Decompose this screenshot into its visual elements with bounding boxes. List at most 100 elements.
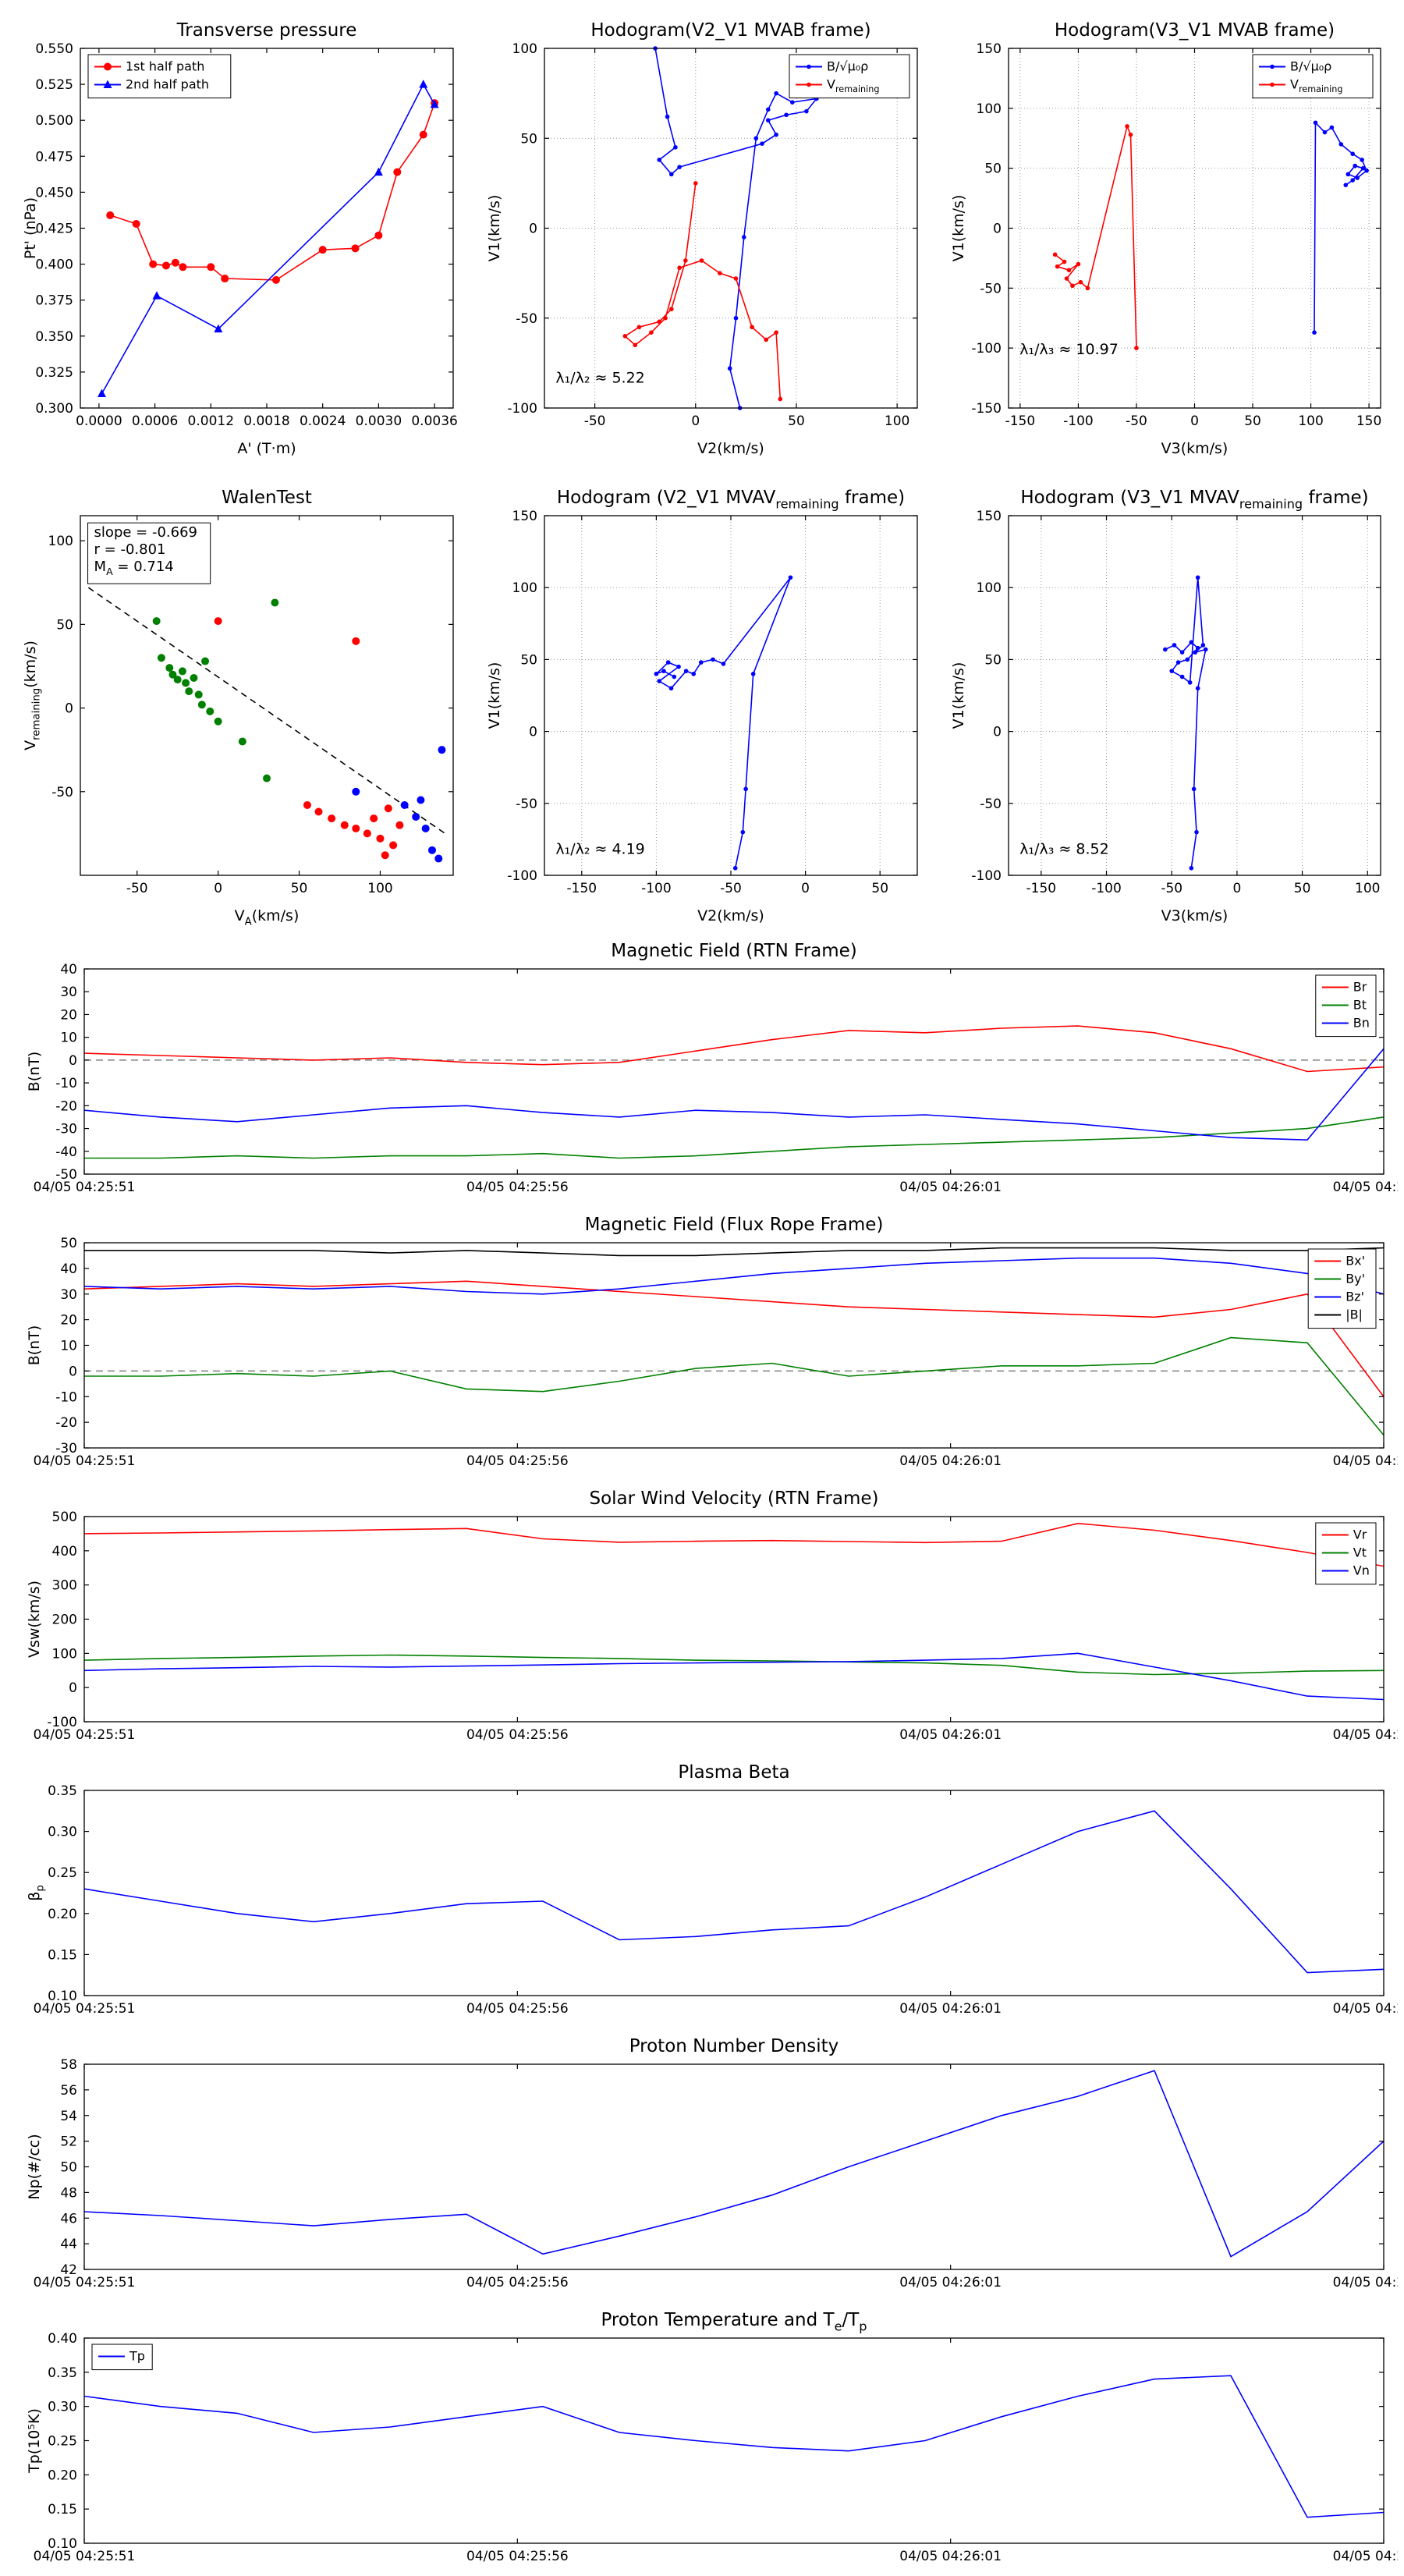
magnetic-field-rtn-svg: 04/05 04:25:51 04/05 04:25:56 04/05 04:26:… <box>26 941 1404 1195</box>
svg-text:Tp(10⁵K): Tp(10⁵K) <box>26 2408 43 2474</box>
svg-text:0.300: 0.300 <box>35 401 73 417</box>
svg-text:Hodogram (V2_V1 MVAVremaining: Hodogram (V2_V1 MVAVremaining frame) <box>557 488 905 511</box>
svg-text:0.40: 0.40 <box>48 2331 77 2347</box>
svg-text:50: 50 <box>871 881 888 896</box>
svg-text:0.475: 0.475 <box>35 149 73 165</box>
svg-text:-50: -50 <box>126 881 148 896</box>
svg-text:V2(km/s): V2(km/s) <box>697 907 764 924</box>
svg-text:04/05 04:25:51: 04/05 04:25:51 <box>34 1453 136 1469</box>
svg-text:WalenTest: WalenTest <box>222 488 312 508</box>
hodogram-v3v1-mvab-svg: -150 -100 -50 0 50 100 150 -150 -100 -50 0 50 100 150… <box>950 20 1381 457</box>
chart-transverse-pressure: 0.0000 0.0006 0.0012 0.0018 0.0024 0.0030 0.00… <box>6 6 470 463</box>
svg-text:0.30: 0.30 <box>48 2400 77 2415</box>
svg-text:0.10: 0.10 <box>48 2536 77 2552</box>
svg-text:54: 54 <box>60 2109 77 2124</box>
svg-text:04/05 04:26:06: 04/05 04:26:06 <box>1333 1453 1398 1469</box>
svg-text:0.425: 0.425 <box>35 222 73 237</box>
chart-magnetic-field-flux-rope: 04/05 04:25:51 04/05 04:25:56 04/05 04:26:… <box>6 1208 1404 1478</box>
svg-text:04/05 04:25:56: 04/05 04:25:56 <box>466 1453 569 1469</box>
svg-text:0: 0 <box>691 413 700 429</box>
svg-text:04/05 04:26:06: 04/05 04:26:06 <box>1333 2275 1398 2290</box>
svg-text:-30: -30 <box>55 1122 77 1137</box>
svg-text:Pt' (nPa): Pt' (nPa) <box>22 197 39 259</box>
svg-text:Solar Wind Velocity (RTN Frame: Solar Wind Velocity (RTN Frame) <box>589 1488 878 1509</box>
svg-text:B/√μ₀ρ: B/√μ₀ρ <box>827 59 868 74</box>
svg-text:48: 48 <box>60 2185 77 2201</box>
svg-text:λ₁/λ₃ ≈ 10.97: λ₁/λ₃ ≈ 10.97 <box>1019 341 1119 358</box>
svg-text:58: 58 <box>60 2057 77 2073</box>
svg-text:150: 150 <box>977 509 1002 524</box>
svg-text:50: 50 <box>520 652 537 668</box>
svg-text:04/05 04:26:06: 04/05 04:26:06 <box>1333 1180 1398 1195</box>
svg-text:56: 56 <box>60 2083 77 2099</box>
svg-text:0.350: 0.350 <box>35 329 73 345</box>
svg-text:|B|: |B| <box>1346 1308 1363 1322</box>
svg-text:Vremaining: Vremaining <box>827 77 879 95</box>
svg-text:0: 0 <box>529 725 537 740</box>
svg-text:slope = -0.669: slope = -0.669 <box>94 524 197 541</box>
svg-text:0: 0 <box>1190 413 1199 429</box>
svg-text:Magnetic Field (RTN Frame): Magnetic Field (RTN Frame) <box>611 941 857 961</box>
svg-text:-20: -20 <box>55 1098 77 1114</box>
svg-text:50: 50 <box>984 652 1002 668</box>
svg-text:0.30: 0.30 <box>48 1825 77 1840</box>
svg-text:Vt: Vt <box>1353 1545 1367 1560</box>
svg-text:A' (T·m): A' (T·m) <box>237 440 296 457</box>
svg-text:0.15: 0.15 <box>48 1947 77 1963</box>
svg-text:-50: -50 <box>516 797 537 812</box>
svg-text:Vremaining(km/s): Vremaining(km/s) <box>22 640 42 750</box>
chart-walen-test: -50 0 50 100 -50 0 50 100 WalenTest VA(km/s) Vrema… <box>6 474 470 930</box>
svg-text:0.0030: 0.0030 <box>356 413 402 429</box>
svg-text:-40: -40 <box>55 1144 77 1160</box>
svg-text:150: 150 <box>1356 413 1381 429</box>
hodogram-v2v1-mvab-svg: -50 0 50 100 -100 -50 0 50 100 Hodogram(V2_V1 MVA… <box>486 20 918 457</box>
svg-text:Tp: Tp <box>129 2349 145 2364</box>
svg-text:λ₁/λ₂ ≈ 4.19: λ₁/λ₂ ≈ 4.19 <box>555 840 644 857</box>
svg-text:42: 42 <box>60 2262 77 2278</box>
svg-text:20: 20 <box>60 1007 77 1023</box>
svg-text:44: 44 <box>60 2237 77 2252</box>
svg-text:0.375: 0.375 <box>35 293 73 309</box>
svg-text:-50: -50 <box>720 881 742 896</box>
solar-wind-velocity-rtn-svg: 04/05 04:25:51 04/05 04:25:56 04/05 04:26:… <box>26 1488 1404 1743</box>
svg-text:0: 0 <box>529 222 537 237</box>
svg-text:Bt: Bt <box>1353 998 1367 1013</box>
svg-text:04/05 04:25:56: 04/05 04:25:56 <box>466 1727 569 1743</box>
svg-text:40: 40 <box>60 962 77 978</box>
svg-text:04/05 04:26:01: 04/05 04:26:01 <box>899 2275 1002 2290</box>
transverse-pressure-svg: 0.0000 0.0006 0.0012 0.0018 0.0024 0.0030 0.00… <box>22 20 458 457</box>
svg-text:46: 46 <box>60 2211 77 2227</box>
svg-text:04/05 04:26:01: 04/05 04:26:01 <box>899 1727 1002 1743</box>
svg-text:0: 0 <box>801 881 810 896</box>
svg-text:100: 100 <box>52 1646 77 1662</box>
svg-text:Proton Number Density: Proton Number Density <box>629 2036 839 2056</box>
svg-text:-50: -50 <box>516 311 537 327</box>
svg-text:04/05 04:26:06: 04/05 04:26:06 <box>1333 2549 1398 2564</box>
svg-text:Bn: Bn <box>1353 1016 1370 1031</box>
svg-text:Magnetic Field (Flux Rope Fram: Magnetic Field (Flux Rope Frame) <box>585 1215 884 1235</box>
svg-text:Hodogram (V3_V1 MVAVremaining: Hodogram (V3_V1 MVAVremaining frame) <box>1020 488 1368 511</box>
svg-text:0: 0 <box>1232 881 1241 896</box>
svg-text:150: 150 <box>512 509 537 524</box>
svg-text:B(nT): B(nT) <box>26 1325 43 1366</box>
svg-text:0.0000: 0.0000 <box>76 413 122 429</box>
svg-text:0: 0 <box>214 881 222 896</box>
svg-text:Bz': Bz' <box>1346 1290 1364 1304</box>
hodogram-v2v1-mvav-svg: -150 -100 -50 0 50 -100 -50 0 50 100 150 Hodogram (… <box>486 488 918 924</box>
overview-panels: 0.0000 0.0006 0.0012 0.0018 0.0024 0.0030 0.00… <box>0 0 1404 930</box>
svg-text:VA(km/s): VA(km/s) <box>235 907 300 928</box>
svg-text:Vremaining: Vremaining <box>1290 77 1342 95</box>
svg-text:-30: -30 <box>55 1441 77 1457</box>
svg-text:0.25: 0.25 <box>48 1865 77 1881</box>
svg-text:λ₁/λ₃ ≈ 8.52: λ₁/λ₃ ≈ 8.52 <box>1019 840 1108 857</box>
svg-text:-50: -50 <box>1161 881 1182 896</box>
chart-plasma-beta: 04/05 04:25:51 04/05 04:25:56 04/05 04:26:… <box>6 1756 1404 2025</box>
svg-text:-100: -100 <box>641 881 672 896</box>
svg-text:-50: -50 <box>1126 413 1147 429</box>
svg-text:-150: -150 <box>567 881 597 896</box>
svg-text:0.500: 0.500 <box>35 113 73 129</box>
svg-text:10: 10 <box>60 1031 77 1046</box>
svg-text:V3(km/s): V3(km/s) <box>1161 440 1228 457</box>
proton-number-density-svg: 04/05 04:25:51 04/05 04:25:56 04/05 04:26:… <box>26 2036 1404 2290</box>
svg-text:B(nT): B(nT) <box>26 1052 43 1092</box>
